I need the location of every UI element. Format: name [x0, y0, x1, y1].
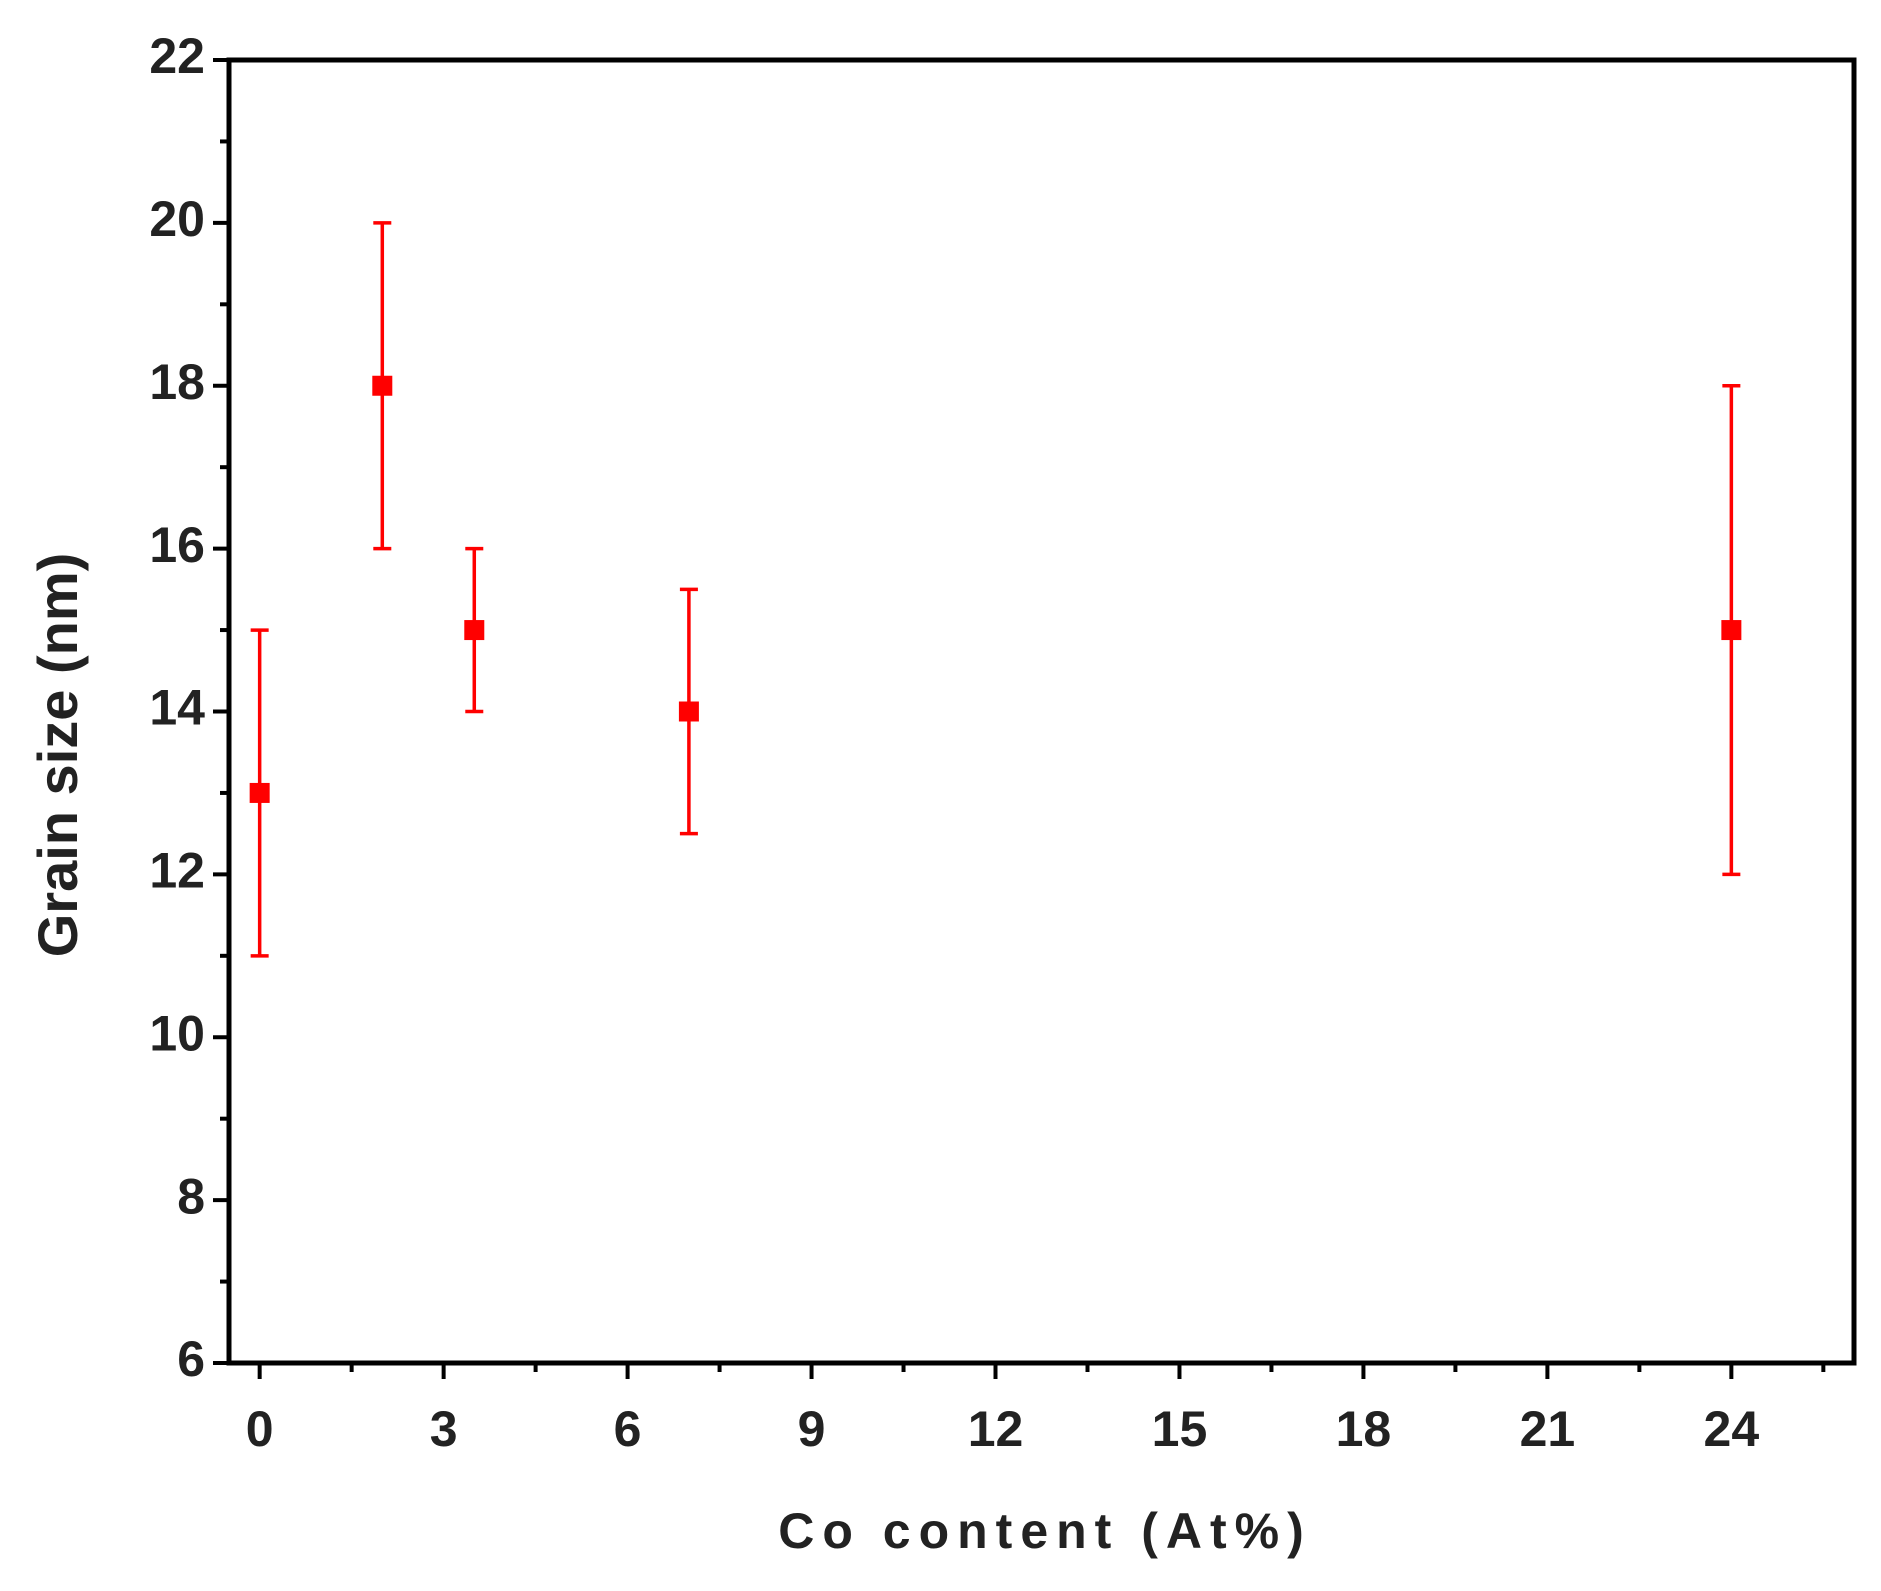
- y-tick-label: 20: [149, 191, 205, 247]
- data-point: [249, 782, 270, 803]
- x-tick-label: 24: [1704, 1401, 1760, 1457]
- x-tick-label: 6: [614, 1401, 642, 1457]
- y-tick-label: 22: [149, 28, 205, 84]
- y-tick-label: 16: [149, 517, 205, 573]
- x-tick-label: 21: [1520, 1401, 1576, 1457]
- data-point: [678, 701, 699, 722]
- x-tick-label: 9: [798, 1401, 826, 1457]
- x-tick-label: 0: [246, 1401, 274, 1457]
- data-point: [464, 620, 485, 641]
- x-tick-label: 12: [968, 1401, 1024, 1457]
- y-tick-label: 12: [149, 843, 205, 899]
- x-tick-label: 3: [430, 1401, 458, 1457]
- x-axis-label: Co content (At%): [778, 1503, 1312, 1559]
- y-tick-label: 6: [177, 1331, 205, 1387]
- x-tick-label: 15: [1152, 1401, 1208, 1457]
- y-tick-label: 14: [149, 680, 205, 736]
- data-point: [372, 375, 393, 396]
- x-tick-label: 18: [1336, 1401, 1392, 1457]
- y-axis-label: Grain size (nm): [26, 553, 89, 958]
- y-tick-label: 10: [149, 1005, 205, 1061]
- y-tick-label: 18: [149, 354, 205, 410]
- data-point: [1721, 620, 1742, 641]
- y-tick-label: 8: [177, 1168, 205, 1224]
